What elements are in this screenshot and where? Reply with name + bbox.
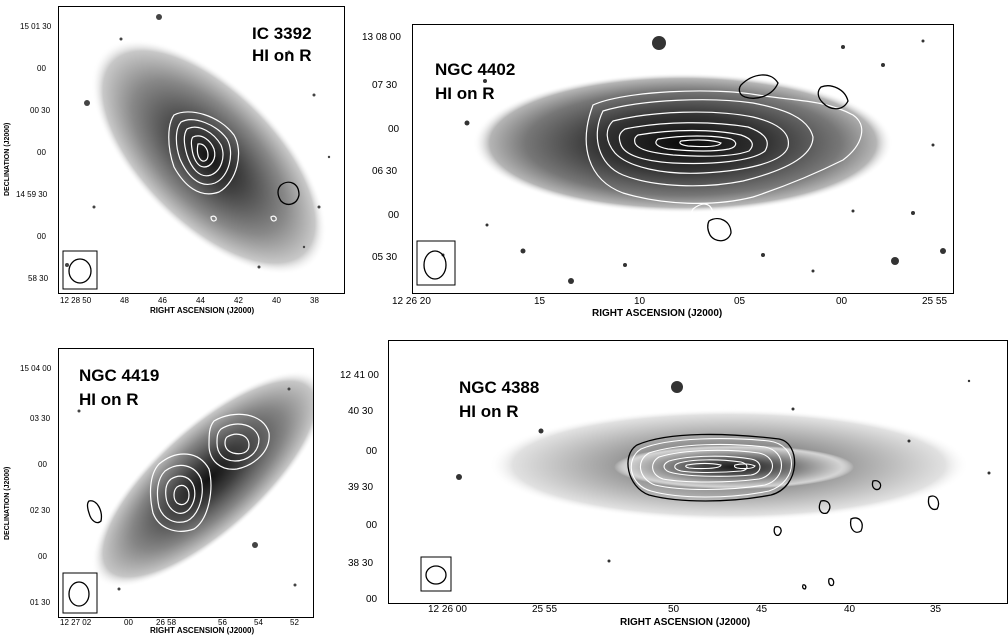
ic3392-ytick: 00 [37,148,46,157]
ic3392-ytick: 14 59 30 [16,190,48,199]
ngc4419-ytick: 02 30 [30,506,51,515]
ngc4388-ytick: 39 30 [348,482,374,493]
ngc4419-xtick: 00 [124,618,133,627]
ngc4388-xtick: 35 [930,604,942,615]
ngc4388-ytick: 38 30 [348,558,374,569]
ngc4419-subtitle: HI on R [79,390,139,409]
ngc4402-subtitle: HI on R [435,84,495,103]
ic3392-xaxis-label: RIGHT ASCENSION (J2000) [150,306,255,315]
ngc4419-xtick: 12 27 02 [60,618,92,627]
ngc4419-yaxis-label: DECLINATION (J2000) [4,466,11,540]
ic3392-yaxis-label: DECLINATION (J2000) [4,122,11,196]
ngc4402-xaxis-label: RIGHT ASCENSION (J2000) [592,308,723,319]
ic3392-xtick: 12 28 50 [60,296,92,305]
ngc4388-title: NGC 4388 [459,378,540,397]
ic3392-xtick: 42 [234,296,243,305]
ngc4388-ytick: 00 [366,594,378,605]
ngc4388-ytick: 12 41 00 [340,370,379,381]
ngc4419-beam-box [62,572,98,614]
ngc4402-beam [423,250,447,280]
ngc4388-subtitle: HI on R [459,402,519,421]
ngc4419-xtick: 52 [290,618,299,627]
ngc4388-xaxis-label: RIGHT ASCENSION (J2000) [620,617,751,628]
ngc4402-xtick: 10 [634,296,646,307]
ngc4402-black-contours [706,74,849,242]
ic3392-galaxy [91,39,327,275]
ic3392-beam-box [62,250,98,290]
ngc4419-xaxis-label: RIGHT ASCENSION (J2000) [150,626,255,635]
ngc4402-xtick: 25 55 [922,296,948,307]
ngc4402-ytick: 06 30 [372,166,398,177]
ngc4419-ytick: 01 30 [30,598,51,607]
ic3392-ytick: 58 30 [28,274,49,283]
ngc4388-xtick: 40 [844,604,856,615]
ic3392-subtitle: HI on R [252,46,312,65]
ic3392-xtick: 44 [196,296,205,305]
ic3392-ytick: 00 30 [30,106,51,115]
ngc4419-ytick: 00 [38,552,47,561]
ngc4402-image: NGC 4402 HI on R [412,24,954,294]
ngc4388-stars [456,379,991,563]
ngc4402-xtick: 12 26 20 [392,296,431,307]
ngc4419-xtick: 26 58 [156,618,177,627]
ngc4402-title: NGC 4402 [435,60,516,79]
ngc4402-xtick: 05 [734,296,746,307]
ngc4419-xtick: 54 [254,618,263,627]
ngc4402-galaxy [473,73,893,213]
ic3392-title: IC 3392 [252,24,312,43]
ngc4419-ytick: 15 04 00 [20,364,52,373]
ngc4419-ytick: 00 [38,460,47,469]
ngc4388-xtick: 50 [668,604,680,615]
ic3392-xtick: 48 [120,296,129,305]
ic3392-black-contour [277,181,300,206]
ngc4402-xtick: 00 [836,296,848,307]
ngc4402-beam-box [416,240,456,286]
ic3392-xtick: 38 [310,296,319,305]
ic3392-ytick: 15 01 30 [20,22,52,31]
ngc4388-ytick: 00 [366,520,378,531]
ic3392-image: IC 3392 HI on R [58,6,345,294]
ngc4388-black-contours [627,433,940,590]
ngc4388-xtick: 45 [756,604,768,615]
ngc4419-beam [68,581,90,607]
ngc4402-ytick: 07 30 [372,80,398,91]
ngc4388-xtick: 25 55 [532,604,558,615]
ngc4388-xtick: 12 26 00 [428,604,467,615]
ngc4419-stars [77,387,297,591]
ngc4388-image: NGC 4388 HI on R [388,340,1008,604]
ngc4402-ytick: 00 [388,210,400,221]
ic3392-ytick: 00 [37,232,46,241]
ngc4388-ytick: 00 [366,446,378,457]
ngc4402-hi-contours [585,90,863,223]
ngc4419-black-contour [86,500,103,524]
ngc4388-ytick: 40 30 [348,406,374,417]
ngc4419-ytick: 03 30 [30,414,51,423]
ic3392-ytick: 00 [37,64,46,73]
ngc4402-ytick: 05 30 [372,252,398,263]
ic3392-xtick: 40 [272,296,281,305]
ic3392-xtick: 46 [158,296,167,305]
ic3392-stars [65,14,331,269]
ngc4402-ytick: 13 08 00 [362,32,401,43]
ngc4388-beam [425,565,447,585]
ngc4419-galaxy [91,370,313,588]
ngc4402-ytick: 00 [388,124,400,135]
ngc4419-xtick: 56 [218,618,227,627]
ngc4402-xtick: 15 [534,296,546,307]
ngc4419-hi-contours [149,413,270,532]
ngc4419-image: NGC 4419 HI on R [58,348,314,618]
ngc4419-title: NGC 4419 [79,366,160,385]
ngc4388-hi-contours [630,438,793,498]
ngc4388-beam-box [420,556,452,592]
ic3392-beam [68,258,92,284]
ic3392-hi-contours [168,111,277,222]
